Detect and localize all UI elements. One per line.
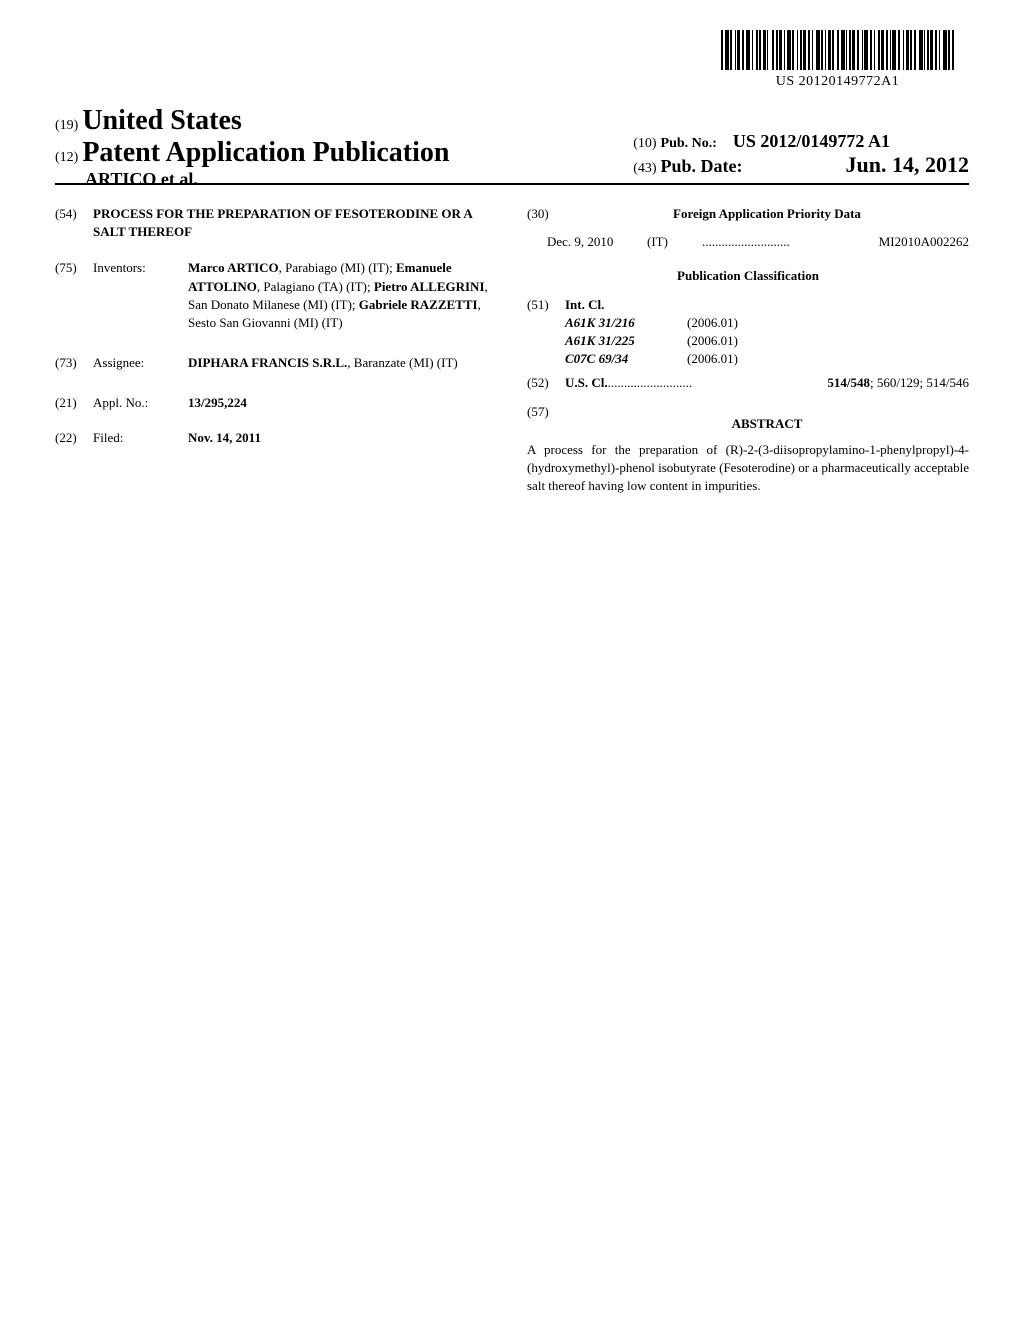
header: (19) United States (12) Patent Applicati… xyxy=(55,105,969,190)
priority-num: MI2010A002262 xyxy=(879,233,969,251)
priority-dots: ........................... xyxy=(702,233,879,251)
filed-code: (22) xyxy=(55,429,93,447)
intcl-row: A61K 31/225 (2006.01) xyxy=(527,332,969,350)
intcl-item-year: (2006.01) xyxy=(687,332,969,350)
left-column: (54) PROCESS FOR THE PREPARATION OF FESO… xyxy=(55,205,497,495)
inventor-loc: , Parabiago (MI) (IT); xyxy=(279,260,396,275)
authors: ARTICO et al. xyxy=(85,169,198,189)
uscl-code: (52) xyxy=(527,374,565,392)
pub-code: (12) xyxy=(55,150,78,165)
uscl-bold: 514/548 xyxy=(827,375,870,390)
foreign-code: (30) xyxy=(527,205,565,223)
intcl-header-row: (51) Int. Cl. xyxy=(527,296,969,314)
barcode-section: US 20120149772A1 xyxy=(721,30,954,90)
filed-row: (22) Filed: Nov. 14, 2011 xyxy=(55,429,497,447)
right-column: (30) Foreign Application Priority Data D… xyxy=(527,205,969,495)
inventor-name: Pietro ALLEGRINI xyxy=(374,279,485,294)
pub-date-code: (43) xyxy=(633,161,656,176)
inventor-loc: , Palagiano (TA) (IT); xyxy=(257,279,374,294)
foreign-header-row: (30) Foreign Application Priority Data xyxy=(527,205,969,223)
country-name: United States xyxy=(82,105,241,136)
intcl-item-year: (2006.01) xyxy=(687,314,969,332)
title-block: (54) PROCESS FOR THE PREPARATION OF FESO… xyxy=(55,205,497,241)
content: (54) PROCESS FOR THE PREPARATION OF FESO… xyxy=(55,205,969,495)
abstract-code: (57) xyxy=(527,403,565,441)
intcl-item-year: (2006.01) xyxy=(687,350,969,368)
inventor-name: Gabriele RAZZETTI xyxy=(359,297,478,312)
intcl-item-code: C07C 69/34 xyxy=(527,350,687,368)
assignee-loc: , Baranzate (MI) (IT) xyxy=(347,355,457,370)
pub-no-code: (10) xyxy=(633,136,656,151)
header-right: (10) Pub. No.: US 2012/0149772 A1 (43) P… xyxy=(633,105,969,178)
assignee-row: (73) Assignee: DIPHARA FRANCIS S.R.L., B… xyxy=(55,354,497,372)
filed-value: Nov. 14, 2011 xyxy=(188,429,497,447)
assignee-label: Assignee: xyxy=(93,354,188,372)
inventors-block: (75) Inventors: Marco ARTICO, Parabiago … xyxy=(55,259,497,332)
pub-date-label: Pub. Date: xyxy=(661,156,743,176)
intcl-item-code: A61K 31/225 xyxy=(527,332,687,350)
appl-label: Appl. No.: xyxy=(93,394,188,412)
assignee-value: DIPHARA FRANCIS S.R.L., Baranzate (MI) (… xyxy=(188,354,497,372)
barcode-text: US 20120149772A1 xyxy=(721,74,954,90)
intcl-row: C07C 69/34 (2006.01) xyxy=(527,350,969,368)
header-divider xyxy=(55,183,969,185)
appl-value: 13/295,224 xyxy=(188,394,497,412)
uscl-row: (52) U.S. Cl. ..........................… xyxy=(527,374,969,392)
abstract-header: ABSTRACT xyxy=(565,415,969,433)
appl-code: (21) xyxy=(55,394,93,412)
country-code: (19) xyxy=(55,118,78,133)
pub-no-value: US 2012/0149772 A1 xyxy=(733,131,890,151)
filed-label: Filed: xyxy=(93,429,188,447)
priority-country: (IT) xyxy=(647,233,702,251)
inventors-label: Inventors: xyxy=(93,259,188,332)
barcode-graphic xyxy=(721,30,954,70)
inventors-code: (75) xyxy=(55,259,93,332)
inventor-name: Marco ARTICO xyxy=(188,260,279,275)
uscl-dots: .......................... xyxy=(608,374,828,392)
appl-row: (21) Appl. No.: 13/295,224 xyxy=(55,394,497,412)
assignee-name: DIPHARA FRANCIS S.R.L. xyxy=(188,355,347,370)
intcl-item-code: A61K 31/216 xyxy=(527,314,687,332)
abstract-header-row: (57) ABSTRACT xyxy=(527,403,969,441)
pub-title: Patent Application Publication xyxy=(82,137,449,168)
pub-date-value: Jun. 14, 2012 xyxy=(846,152,969,177)
title-text: PROCESS FOR THE PREPARATION OF FESOTEROD… xyxy=(93,205,497,241)
header-left: (19) United States (12) Patent Applicati… xyxy=(55,105,449,190)
title-code: (54) xyxy=(55,205,93,241)
uscl-rest: ; 560/129; 514/546 xyxy=(870,375,969,390)
intcl-label: Int. Cl. xyxy=(565,296,604,314)
priority-date: Dec. 9, 2010 xyxy=(527,233,647,251)
uscl-label: U.S. Cl. xyxy=(565,374,608,392)
priority-row: Dec. 9, 2010 (IT) ......................… xyxy=(527,233,969,251)
intcl-code: (51) xyxy=(527,296,565,314)
abstract-text: A process for the preparation of (R)-2-(… xyxy=(527,441,969,496)
intcl-row: A61K 31/216 (2006.01) xyxy=(527,314,969,332)
pubclass-header: Publication Classification xyxy=(527,267,969,285)
foreign-header: Foreign Application Priority Data xyxy=(565,205,969,223)
pub-no-label: Pub. No.: xyxy=(661,136,717,151)
assignee-code: (73) xyxy=(55,354,93,372)
uscl-value: 514/548; 560/129; 514/546 xyxy=(827,374,969,392)
inventors-list: Marco ARTICO, Parabiago (MI) (IT); Emanu… xyxy=(188,259,497,332)
